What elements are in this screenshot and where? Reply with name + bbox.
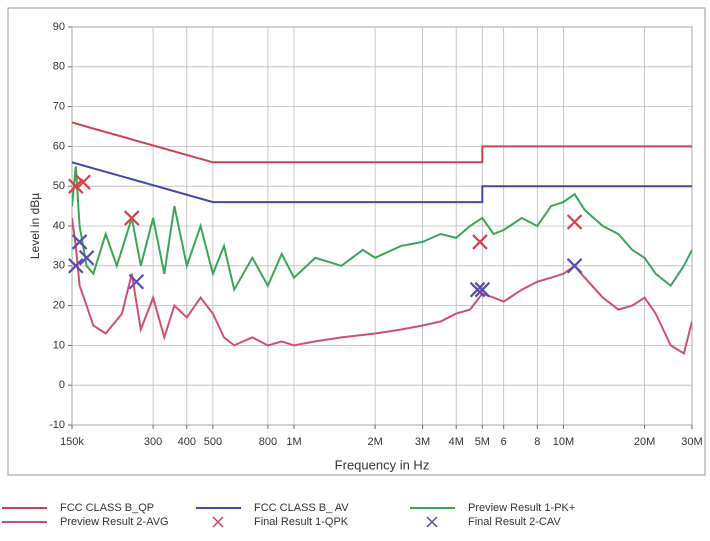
x-tick-label: 30M [681, 436, 702, 448]
x-tick-label: 6 [501, 436, 507, 448]
legend-label: Preview Result 1-PK+ [468, 502, 575, 514]
marker-x [474, 281, 491, 298]
x-tick-label: 5M [475, 436, 490, 448]
marker-x [469, 281, 486, 298]
x-axis-title: Frequency in Hz [335, 457, 430, 472]
marker-x [71, 234, 88, 250]
x-tick-label: 1M [286, 436, 301, 448]
marker-x [68, 258, 84, 274]
y-tick-label: 50 [53, 180, 65, 192]
chart-frame [7, 7, 706, 476]
x-tick-label: 2M [367, 436, 382, 448]
marker-x [566, 258, 583, 274]
x-tick-label: 500 [204, 436, 222, 448]
y-axis-title: Level in dBµ [28, 193, 42, 259]
y-tick-label: 10 [53, 339, 65, 351]
y-tick-label: 30 [53, 260, 65, 272]
y-tick-label: 90 [53, 21, 65, 33]
y-tick-label: -10 [49, 419, 65, 431]
x-tick-label: 4M [449, 436, 464, 448]
x-tick-label: 3M [415, 436, 430, 448]
marker-x [78, 250, 95, 266]
marker-x [68, 178, 84, 194]
marker-x [128, 273, 145, 290]
legend-marker [212, 516, 224, 528]
y-tick-label: 0 [59, 379, 65, 391]
legend-label: Final Result 1-QPK [254, 516, 349, 528]
marker-x [123, 210, 140, 226]
x-tick-label: 150k [60, 436, 84, 448]
y-tick-label: 20 [53, 300, 65, 312]
y-tick-label: 40 [53, 220, 65, 232]
x-tick-label: 400 [178, 436, 196, 448]
series-line [72, 161, 692, 204]
y-tick-label: 70 [53, 101, 65, 113]
x-tick-label: 800 [259, 436, 277, 448]
series-line [72, 121, 692, 164]
series-line [72, 166, 692, 293]
marker-x [566, 214, 583, 230]
y-tick-label: 60 [53, 140, 65, 152]
legend-label: FCC CLASS B_QP [60, 502, 154, 514]
legend-label: Preview Result 2-AVG [60, 516, 169, 528]
x-tick-label: 20M [634, 436, 655, 448]
legend-marker [426, 516, 438, 528]
series-line [72, 217, 692, 355]
y-tick-label: 80 [53, 61, 65, 73]
marker-x [75, 174, 91, 190]
x-tick-label: 8 [534, 436, 540, 448]
legend-label: FCC CLASS B_ AV [254, 502, 349, 514]
legend-label: Final Result 2-CAV [468, 516, 561, 528]
x-tick-label: 10M [553, 436, 574, 448]
x-tick-label: 300 [144, 436, 162, 448]
marker-x [472, 234, 488, 250]
